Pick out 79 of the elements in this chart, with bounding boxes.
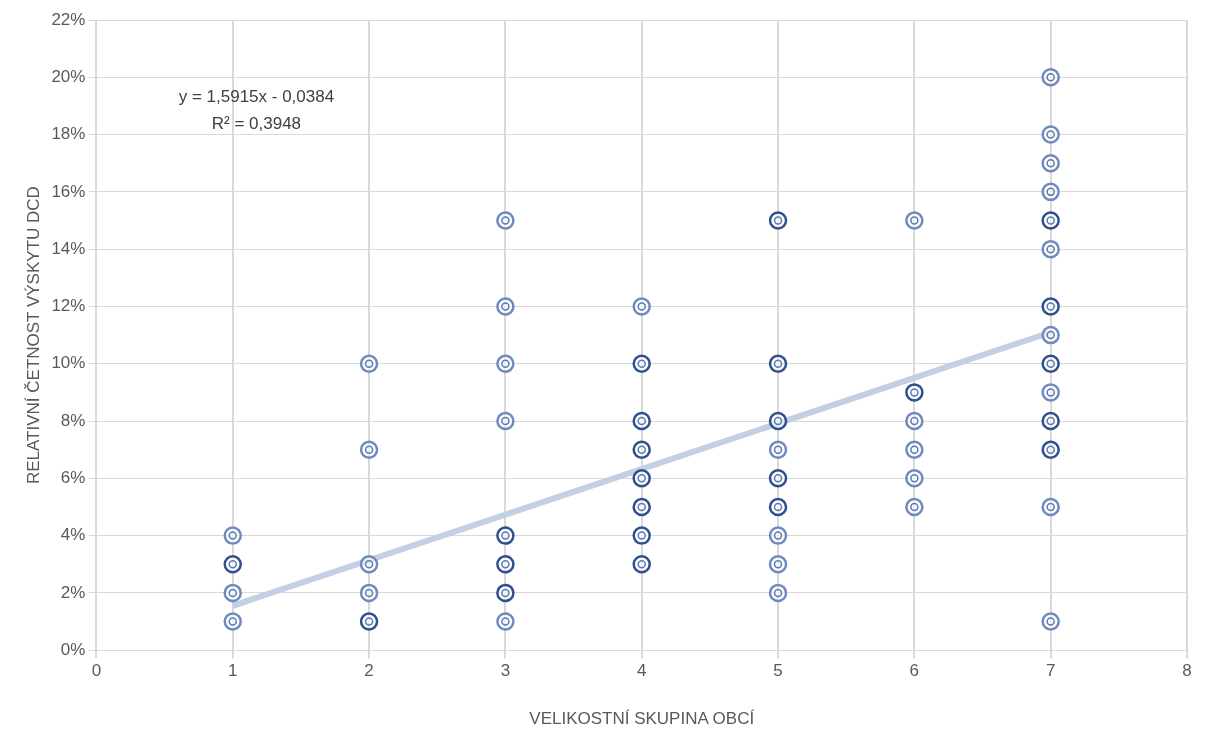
point: [1041, 354, 1060, 373]
point: [768, 354, 788, 373]
point: [1041, 612, 1060, 631]
point: [905, 497, 924, 517]
point: [496, 555, 515, 574]
point: [905, 411, 924, 431]
point: [1041, 383, 1060, 402]
point: [1041, 182, 1060, 202]
point: [1041, 68, 1060, 87]
y-tick-label: 14%: [51, 238, 86, 258]
point: [768, 526, 788, 545]
x-tick-label: 4: [636, 661, 647, 681]
point: [1041, 497, 1060, 517]
y-tick-label: 12%: [51, 296, 86, 316]
point: [496, 411, 515, 431]
point: [632, 297, 651, 316]
point: [223, 583, 242, 603]
y-tick-label: 10%: [51, 353, 86, 373]
point: [359, 612, 379, 631]
point: [632, 440, 651, 459]
point: [1041, 325, 1060, 345]
point: [359, 440, 379, 459]
y-tick-label: 2%: [60, 582, 86, 602]
annotation: y = 1,5915x - 0,0384: [178, 87, 335, 106]
point: [632, 354, 651, 373]
x-tick-label: 7: [1045, 661, 1056, 681]
point: [1041, 125, 1060, 144]
point: [768, 469, 788, 488]
point: [496, 612, 515, 631]
point: [1041, 239, 1060, 259]
point: [768, 440, 788, 459]
point: [1041, 297, 1060, 316]
x-tick-label: 2: [364, 661, 374, 681]
point: [359, 583, 379, 603]
y-tick-label: 20%: [51, 66, 86, 86]
point: [223, 555, 242, 574]
x-tick-label: 0: [91, 661, 102, 681]
y-tick-label: 8%: [60, 410, 86, 430]
point: [632, 555, 651, 574]
point: [768, 555, 788, 574]
x-tick-label: 1: [228, 661, 238, 681]
y-axis-title: RELATIVNÍ ČETNOST VÝSKYTU DCD: [23, 186, 43, 485]
point: [223, 526, 242, 545]
point: [359, 354, 379, 373]
point: [632, 411, 651, 431]
point: [905, 469, 924, 488]
y-tick-label: 18%: [51, 124, 86, 144]
y-tick-label: 16%: [51, 181, 86, 201]
point: [1041, 153, 1060, 173]
point: [632, 526, 651, 545]
point: [1041, 411, 1060, 431]
y-tick-label: 22%: [51, 9, 86, 29]
point: [1041, 440, 1060, 459]
point: [1041, 211, 1060, 230]
point: [496, 583, 515, 603]
point: [768, 583, 788, 603]
point: [905, 383, 924, 402]
point: [632, 469, 651, 488]
x-tick-label: 6: [909, 661, 920, 681]
point: [496, 297, 515, 316]
point: [223, 612, 242, 631]
y-tick-label: 0%: [60, 639, 86, 659]
x-tick-label: 8: [1182, 661, 1192, 681]
x-axis-title: VELIKOSTNÍ SKUPINA OBCÍ: [529, 709, 755, 729]
point: [496, 354, 515, 373]
point: [905, 440, 924, 459]
y-tick-label: 4%: [60, 525, 86, 545]
point: [768, 497, 788, 517]
point: [768, 211, 788, 230]
point: [768, 411, 788, 431]
x-tick-label: 3: [500, 661, 511, 681]
annotation: R² = 0,3948: [211, 114, 302, 133]
point: [496, 211, 515, 230]
y-tick-label: 6%: [60, 468, 86, 488]
point: [496, 526, 515, 545]
point: [905, 211, 924, 230]
x-tick-label: 5: [773, 661, 783, 681]
point: [632, 497, 651, 517]
point: [359, 555, 379, 574]
